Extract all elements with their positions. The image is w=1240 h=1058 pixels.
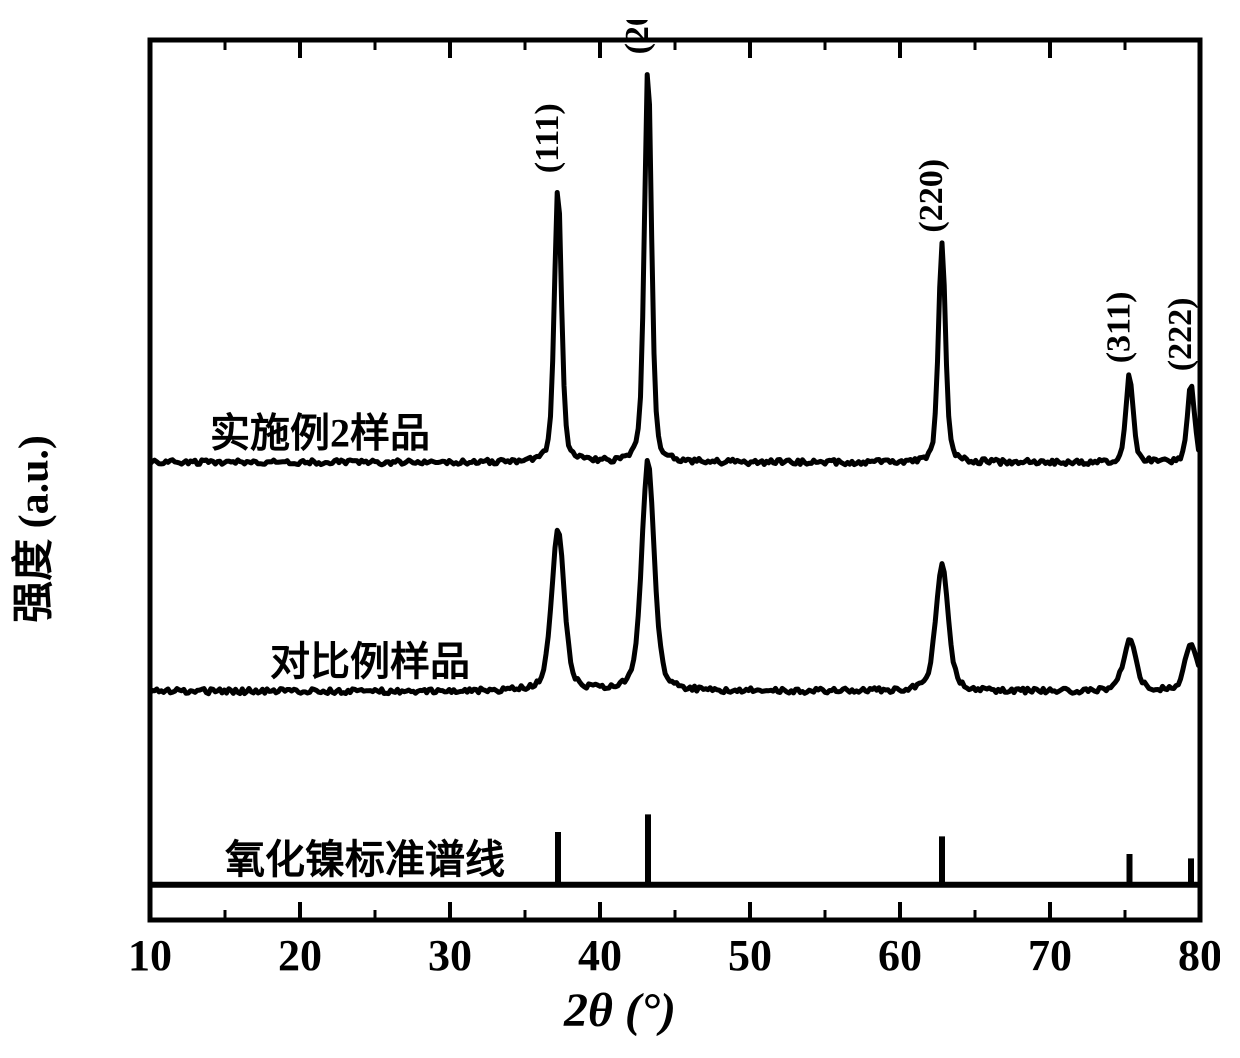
svg-text:(220): (220): [913, 159, 950, 233]
svg-text:(222): (222): [1162, 298, 1199, 372]
x-axis-label: 2θ (°): [564, 983, 676, 1038]
svg-text:实施例2样品: 实施例2样品: [210, 410, 430, 455]
chart-svg: 10 20 30 40 50 60 70 80 氧化镍标准谱线 对比例样品 实施例2样品 (111) (…: [20, 20, 1220, 1038]
svg-text:氧化镍标准谱线: 氧化镍标准谱线: [225, 837, 505, 882]
svg-text:80: 80: [1178, 931, 1220, 980]
svg-text:40: 40: [578, 931, 622, 980]
svg-text:60: 60: [878, 931, 922, 980]
svg-text:(200): (200): [619, 20, 656, 54]
svg-text:10: 10: [128, 931, 172, 980]
svg-text:20: 20: [278, 931, 322, 980]
svg-text:70: 70: [1028, 931, 1072, 980]
svg-text:(111): (111): [529, 103, 566, 173]
xrd-chart: 10 20 30 40 50 60 70 80 氧化镍标准谱线 对比例样品 实施例2样品 (111) (…: [20, 20, 1220, 1038]
y-axis-label: 强度 (a.u.): [0, 435, 61, 623]
svg-text:50: 50: [728, 931, 772, 980]
svg-text:(311): (311): [1101, 291, 1138, 363]
svg-text:30: 30: [428, 931, 472, 980]
svg-text:对比例样品: 对比例样品: [270, 639, 470, 684]
